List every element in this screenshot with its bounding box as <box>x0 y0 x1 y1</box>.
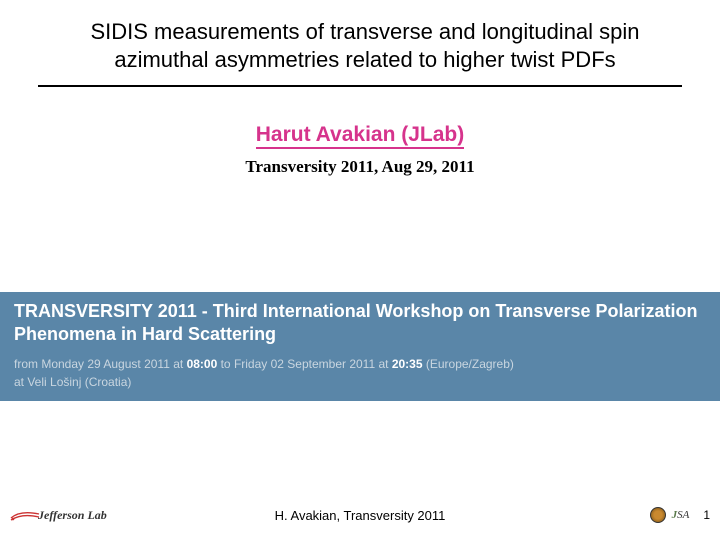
author-name: Harut Avakian (JLab) <box>256 123 465 149</box>
banner-subtitle: from Monday 29 August 2011 at 08:00 to F… <box>14 355 706 391</box>
banner-sub-c: (Europe/Zagreb) <box>423 357 514 371</box>
banner-sub-location: at Veli Lošinj (Croatia) <box>14 375 131 389</box>
banner-title: TRANSVERSITY 2011 - Third International … <box>14 300 706 347</box>
title-underline <box>38 85 682 87</box>
banner-sub-time1: 08:00 <box>187 357 218 371</box>
conference-banner: TRANSVERSITY 2011 - Third International … <box>0 292 720 401</box>
banner-sub-time2: 20:35 <box>392 357 423 371</box>
banner-sub-b: to Friday 02 September 2011 at <box>217 357 392 371</box>
title-area: SIDIS measurements of transverse and lon… <box>0 0 720 81</box>
slide-title: SIDIS measurements of transverse and lon… <box>50 18 680 73</box>
footer-center-text: H. Avakian, Transversity 2011 <box>0 508 720 523</box>
slide-footer: Jefferson Lab H. Avakian, Transversity 2… <box>0 504 720 526</box>
banner-sub-a: from Monday 29 August 2011 at <box>14 357 187 371</box>
author-line: Harut Avakian (JLab) <box>0 123 720 147</box>
banner-title-prefix: TRANSVERSITY 2011 - <box>14 301 213 321</box>
conference-line: Transversity 2011, Aug 29, 2011 <box>0 157 720 177</box>
slide: SIDIS measurements of transverse and lon… <box>0 0 720 540</box>
